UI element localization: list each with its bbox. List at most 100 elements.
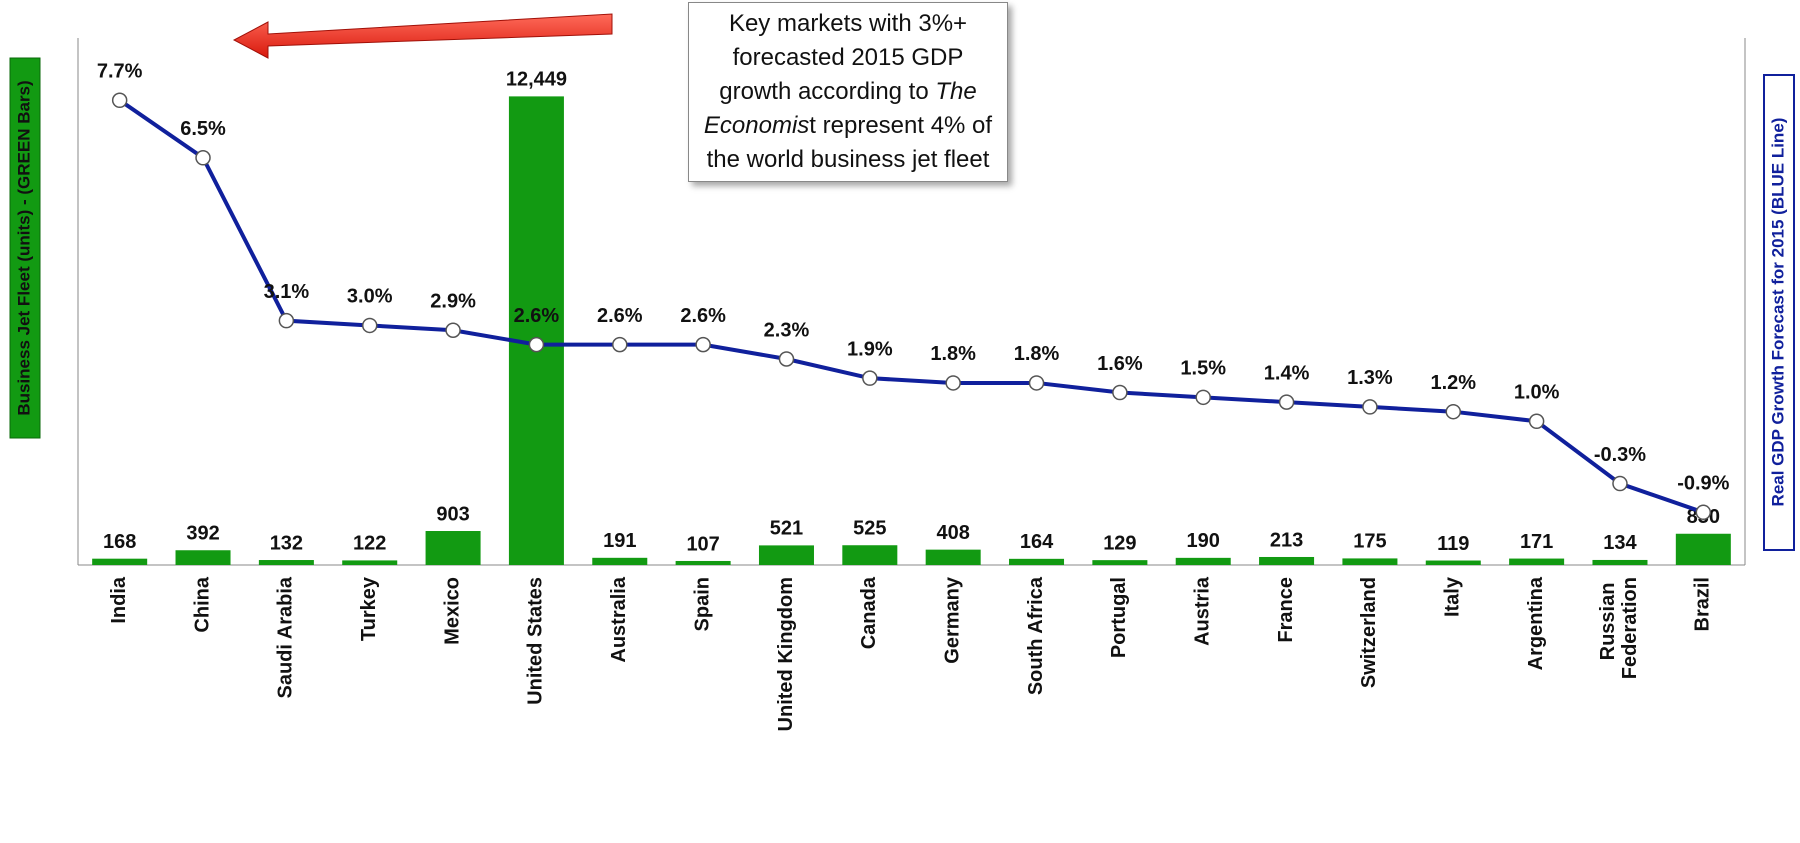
line-label: 7.7% xyxy=(97,61,143,83)
x-tick-label: United States xyxy=(525,577,547,705)
line-label: 1.2% xyxy=(1430,372,1476,394)
line-point xyxy=(1195,389,1211,406)
line-point xyxy=(1112,384,1128,401)
bar xyxy=(1342,558,1398,565)
line-label: -0.9% xyxy=(1677,473,1729,495)
line-point xyxy=(612,336,628,353)
line-point xyxy=(1528,413,1545,430)
line-label: 1.9% xyxy=(847,338,893,360)
line-label: 3.0% xyxy=(347,286,393,308)
y-axis-label: Business Jet Fleet (units) - (GREEN Bars… xyxy=(14,80,33,415)
bar-label: 132 xyxy=(270,532,303,554)
line-label: 2.6% xyxy=(514,305,560,327)
x-tick-line: Federation xyxy=(1619,577,1641,679)
y-axis-label-box xyxy=(9,57,41,439)
bar xyxy=(92,558,148,565)
line-label: 2.6% xyxy=(680,305,726,327)
bar-label: 408 xyxy=(936,522,969,544)
x-tick-label: France xyxy=(1275,577,1297,643)
bar-label: 525 xyxy=(853,518,886,540)
x-tick-label: Turkey xyxy=(358,576,380,641)
bar-label: 213 xyxy=(1270,529,1303,551)
line-label: 1.8% xyxy=(1014,343,1060,365)
bar-label: 191 xyxy=(603,530,636,552)
line-point xyxy=(1278,394,1295,410)
line-point xyxy=(945,375,961,391)
bar-label: 171 xyxy=(1520,531,1553,553)
line-label: 1.5% xyxy=(1180,358,1226,380)
line-label: 1.3% xyxy=(1347,367,1393,389)
bar xyxy=(1175,557,1231,565)
line-point xyxy=(195,150,211,166)
bar-label: 175 xyxy=(1353,531,1386,553)
bar xyxy=(1009,558,1065,565)
x-tick-label: Italy xyxy=(1442,576,1464,617)
bar xyxy=(342,560,398,565)
arrow xyxy=(232,13,613,59)
line-point xyxy=(1028,375,1045,391)
annotation-box: Key markets with 3%+ forecasted 2015 GDP… xyxy=(688,2,1008,182)
x-tick-label: Saudi Arabia xyxy=(275,576,297,698)
x-tick-label: Portugal xyxy=(1108,577,1130,658)
bar-label: 134 xyxy=(1603,532,1637,554)
bar-label: 107 xyxy=(686,533,719,555)
line xyxy=(118,98,1704,515)
line-label: 1.4% xyxy=(1264,362,1310,384)
x-tick-line: Russian xyxy=(1597,577,1619,660)
line-point xyxy=(111,92,128,109)
bar xyxy=(1509,558,1565,565)
bar xyxy=(1592,559,1648,565)
annotation-text: Key markets with 3%+ forecasted 2015 GDP… xyxy=(699,7,997,177)
bar-label: 12,449 xyxy=(506,69,567,91)
annotation-italic: The Economis xyxy=(703,78,977,139)
line-point xyxy=(778,351,795,367)
bar xyxy=(258,560,314,565)
bar-label: 190 xyxy=(1187,530,1220,552)
bar-label: 521 xyxy=(770,518,803,540)
bar xyxy=(1675,533,1731,565)
line-point xyxy=(445,322,461,338)
bar-label: 168 xyxy=(103,531,136,553)
bar xyxy=(592,557,648,565)
x-tick-label: Mexico xyxy=(441,577,463,645)
bar xyxy=(925,549,981,565)
x-tick-label: Germany xyxy=(941,576,963,664)
line-label: 3.1% xyxy=(264,281,310,303)
bar xyxy=(675,560,731,565)
bar xyxy=(1092,560,1148,565)
x-tick-label: Argentina xyxy=(1525,576,1547,670)
x-tick-label: India xyxy=(108,576,130,624)
x-tick-label: Austria xyxy=(1192,576,1214,646)
bar xyxy=(425,531,481,565)
line-point xyxy=(1445,403,1462,420)
bar-label: 392 xyxy=(186,523,219,545)
bar xyxy=(758,545,814,565)
x-tick-label: China xyxy=(191,576,213,632)
bar-label: 164 xyxy=(1020,531,1054,553)
line-point xyxy=(278,312,295,329)
x-tick-label: Australia xyxy=(608,576,630,662)
bar-label: 129 xyxy=(1103,532,1136,554)
x-tick-label: Brazil xyxy=(1692,577,1714,631)
line-label: 1.6% xyxy=(1097,353,1143,375)
line-point xyxy=(862,370,878,386)
line-point xyxy=(1612,475,1628,492)
line-label: 1.0% xyxy=(1514,382,1560,404)
line-point xyxy=(1362,399,1378,415)
line-label: 2.9% xyxy=(430,291,476,313)
y2-axis-label: Real GDP Growth Forecast for 2015 (BLUE … xyxy=(1768,118,1787,507)
annotation-part: Key markets with 3%+ forecasted 2015 GDP… xyxy=(719,10,968,105)
line-label: -0.3% xyxy=(1594,444,1646,466)
line-point xyxy=(361,317,378,334)
y2-axis-label-box xyxy=(1763,74,1795,551)
bar-label: 119 xyxy=(1437,533,1469,555)
line-point xyxy=(528,336,545,353)
x-tick-label: South Africa xyxy=(1025,576,1047,695)
annotation-part: t represent 4% of the world business jet… xyxy=(706,112,993,173)
line-label: 1.8% xyxy=(930,343,976,365)
bar xyxy=(842,545,898,565)
line-label: 2.3% xyxy=(764,319,810,341)
bar-label: 122 xyxy=(353,533,386,555)
line-point xyxy=(1695,504,1712,521)
